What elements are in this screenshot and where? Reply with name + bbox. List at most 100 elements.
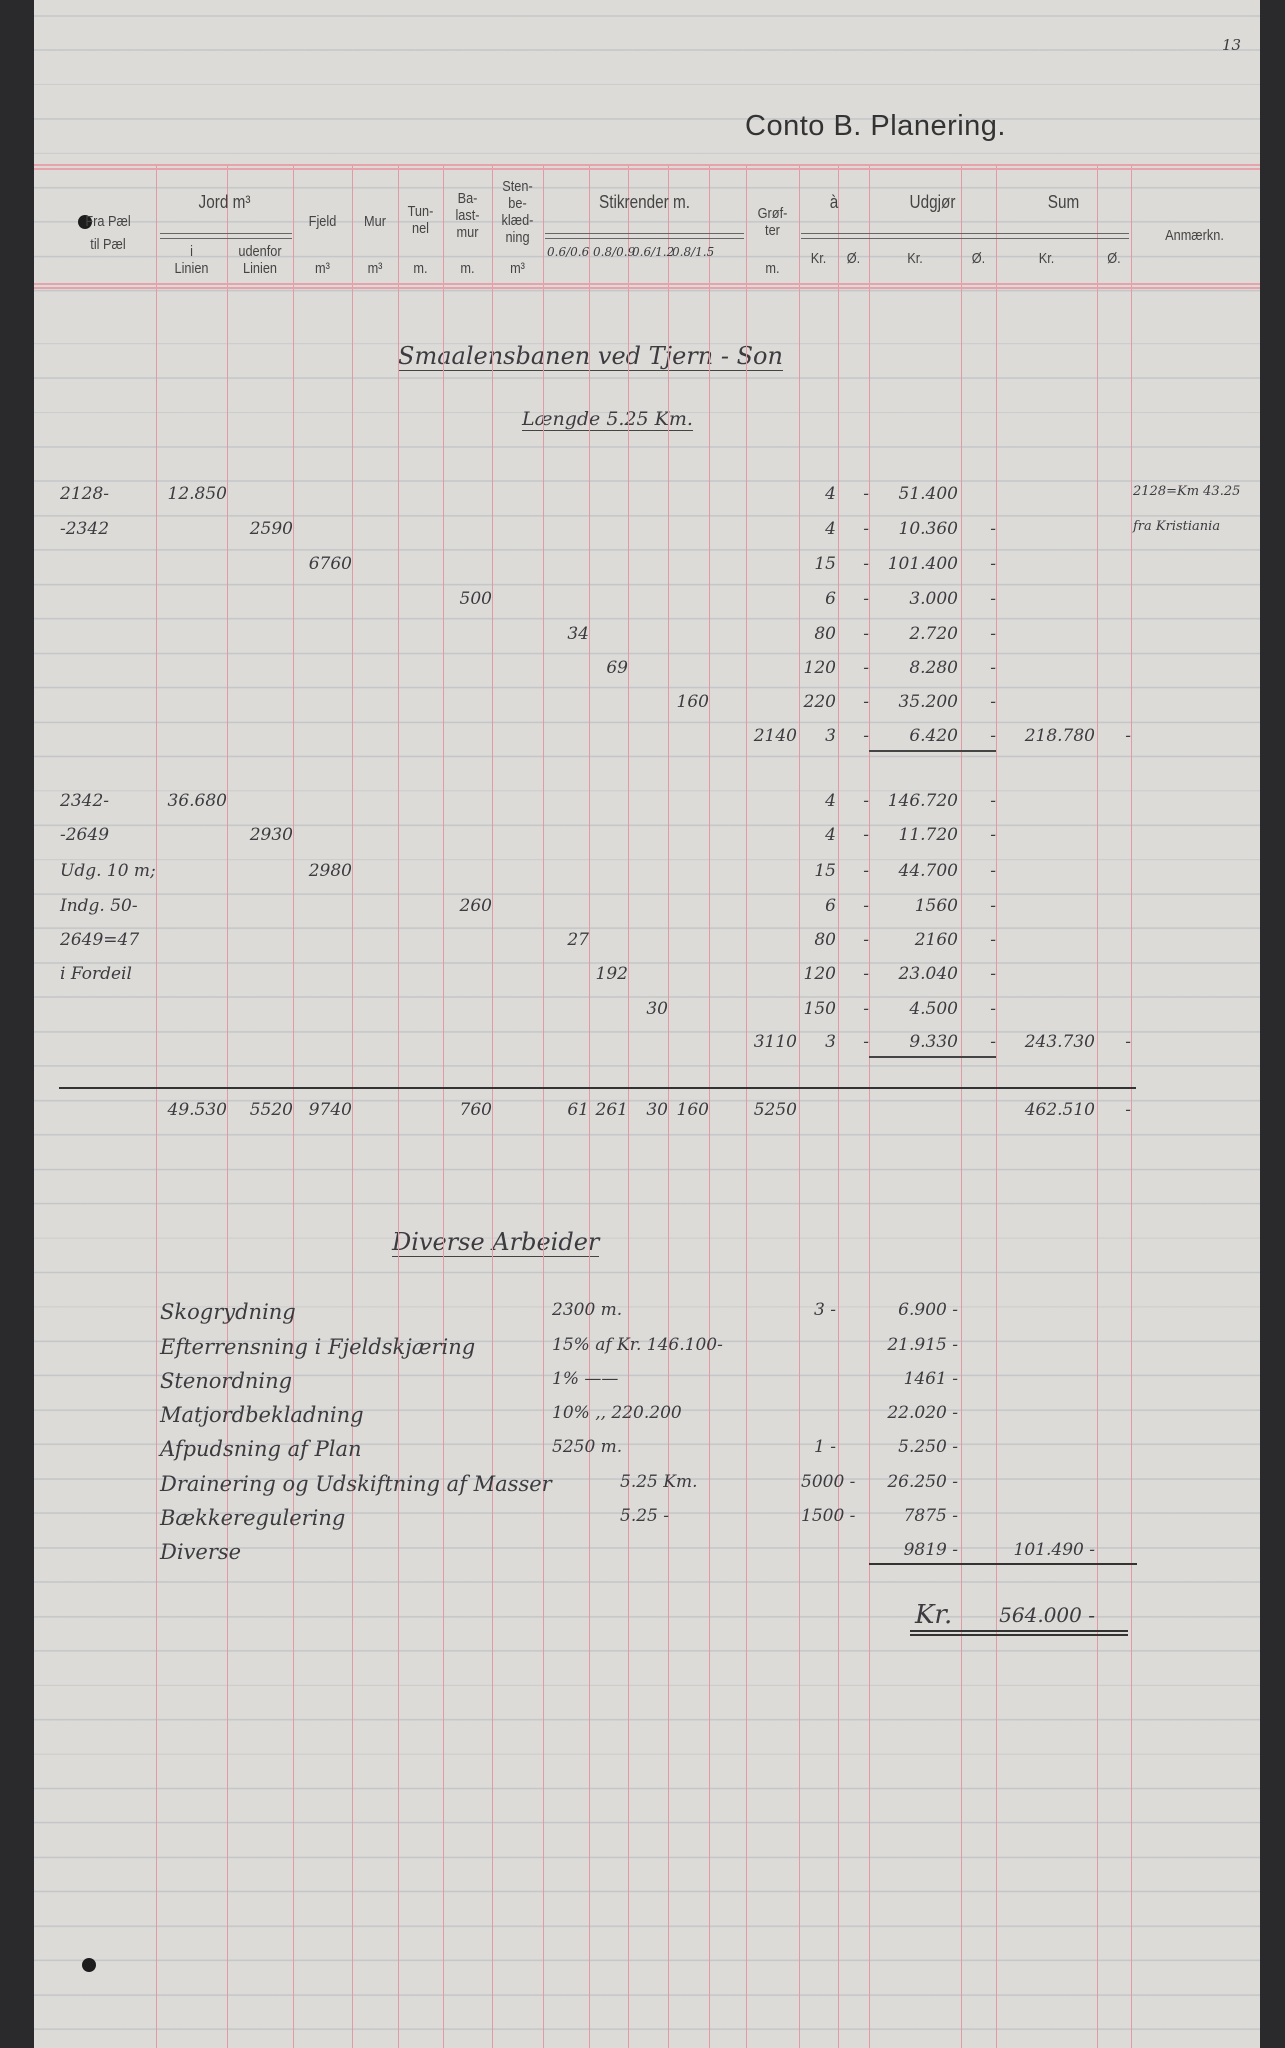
diverse-item-quantity: 5.25 Km. [620,1472,698,1492]
cell-a-kr: 4 [825,519,836,539]
header-ballastmur-unit: m. [460,260,475,277]
diverse-item-quantity: 10% ,, 220.200 [552,1403,682,1423]
column-rule [492,165,493,2048]
cell-fra: Udg. 10 m; [60,861,156,881]
header-rule [34,287,1260,289]
header-udgjor: Udgjør [909,192,956,212]
diverse-item-quantity: 5250 m. [552,1437,623,1457]
column-rule [1097,165,1098,2048]
diverse-item-label: Drainering og Udskiftning af Masser [160,1472,552,1496]
cell-udg-kr: 3.000 [909,589,958,609]
cell-a-kr: 4 [825,791,836,811]
grand-total-label: Kr. [915,1600,953,1630]
header-jord: Jord m³ [198,192,251,212]
diverse-item-amount: 7875 - [903,1506,958,1526]
diverse-item-amount: 9819 - [903,1540,958,1560]
header-divider [160,233,292,239]
column-rule [746,165,747,2048]
cell-udg-o: - [990,554,996,574]
cell-udg-o: - [990,861,996,881]
diverse-item-rate: 1500 - [801,1506,856,1526]
total-grofter: 5250 [753,1100,797,1120]
header-grofter-unit: m. [765,260,780,277]
total-sum-kr: 462.510 [1024,1100,1095,1120]
column-rule [1131,165,1132,2048]
total-s3: 30 [646,1100,668,1120]
cell-grofter: 2140 [753,726,797,746]
header-stikrender: Stikrender m. [598,192,690,212]
diverse-item-rate: 3 - [814,1300,836,1320]
cell-fjeld: 6760 [308,554,352,574]
column-rule [628,165,629,2048]
header-rule [34,168,1260,170]
cell-a-kr: 15 [814,861,836,881]
total-ballast: 760 [459,1100,492,1120]
grand-total-value: 564.000 - [999,1603,1095,1627]
cell-fra: Indg. 50- [60,896,138,916]
cell-udg-kr: 51.400 [898,484,958,504]
cell-fra: -2342 [60,519,110,539]
cell-udg-o: - [990,930,996,950]
header-mur: Mur [364,213,386,230]
subtotal-underline [869,1056,996,1058]
header-tunnel-unit: m. [413,260,428,277]
cell-jord-u: 2590 [249,519,293,539]
diverse-item-sum: 101.490 - [1013,1540,1095,1560]
cell-udg-kr: 2160 [914,930,958,950]
diverse-item-rate: 1 - [814,1437,836,1457]
cell-s1: 34 [567,624,589,644]
cell-jord-u: 2930 [249,825,293,845]
column-rule [352,165,353,2048]
cell-a-kr: 3 [825,1032,836,1052]
cell-a-kr: 80 [814,624,836,644]
cell-a-kr: 4 [825,825,836,845]
diverse-item-label: Stenordning [160,1369,293,1393]
header-stik-size: 0.8/1.5 [672,245,715,259]
column-rule [799,165,800,2048]
cell-a-o: - [863,554,869,574]
diverse-item-label: Matjordbekladning [160,1403,364,1427]
cell-udg-kr: 1560 [914,896,958,916]
header-mur-unit: m³ [367,260,383,277]
ledger-page [34,0,1260,2048]
header-stik-size: 0.6/1.2 [632,245,675,259]
header-stik-size: 0.6/0.6 [547,245,590,259]
cell-jord-i: 12.850 [167,484,227,504]
cell-a-kr: 15 [814,554,836,574]
cell-s2: 69 [606,658,628,678]
cell-udg-kr: 11.720 [898,825,958,845]
cell-fra: 2342- [60,791,110,811]
diverse-item-amount: 21.915 - [887,1335,958,1355]
cell-udg-o: - [990,825,996,845]
diverse-item-quantity: 15% af Kr. 146.100- [552,1335,723,1355]
diverse-title: Diverse Arbeider [392,1228,600,1257]
cell-udg-kr: 10.360 [898,519,958,539]
diverse-item-label: Skogrydning [160,1300,296,1324]
diverse-item-label: Bækkeregulering [160,1506,346,1530]
column-rule [443,165,444,2048]
header-jord-udenfor: udenfor Linien [238,243,282,277]
header-stenbeklaedning-unit: m³ [510,260,525,277]
header-a: à [829,192,839,212]
cell-udg-o: - [990,519,996,539]
header-anmaerkn: Anmærkn. [1165,227,1224,244]
cell-udg-o: - [990,964,996,984]
diverse-item-quantity: 1% —— [552,1369,619,1389]
grand-total-underline [910,1634,1128,1636]
column-rule [589,165,590,2048]
cell-anm: 2128=Km 43.25 [1133,484,1241,499]
header-rule [34,164,1260,166]
header-stik-size: 0.8/0.9 [593,245,636,259]
cell-a-o: - [863,624,869,644]
cell-a-kr: 150 [803,999,836,1019]
header-kr: Kr. [907,250,923,267]
cell-a-kr: 6 [825,589,836,609]
header-fjeld-unit: m³ [315,260,330,277]
diverse-item-label: Efterrensning i Fjeldskjæring [160,1335,476,1359]
header-stenbeklaedning: Sten- be- klæd- ning [501,178,534,246]
cell-udg-o: - [990,999,996,1019]
cell-udg-kr: 6.420 [909,726,958,746]
cell-udg-o: - [990,1032,996,1052]
column-rule [543,165,544,2048]
cell-a-o: - [863,1032,869,1052]
